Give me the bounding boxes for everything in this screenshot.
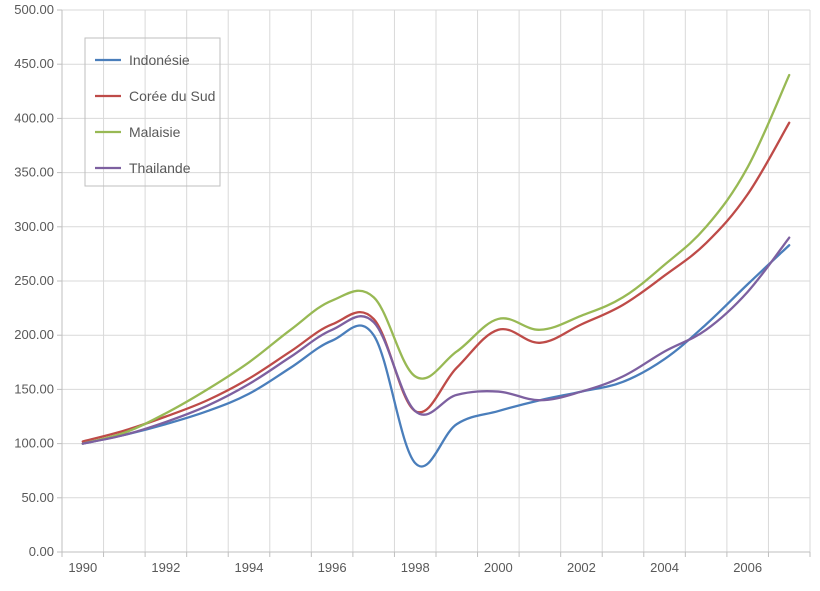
x-tick-label: 2004	[650, 560, 679, 575]
x-tick-label: 2002	[567, 560, 596, 575]
x-tick-label: 1996	[318, 560, 347, 575]
y-tick-label: 450.00	[14, 56, 54, 71]
legend-label: Thailande	[129, 160, 191, 176]
x-tick-label: 1990	[68, 560, 97, 575]
y-tick-label: 300.00	[14, 219, 54, 234]
y-tick-label: 50.00	[21, 490, 54, 505]
legend-label: Corée du Sud	[129, 88, 215, 104]
y-tick-label: 400.00	[14, 110, 54, 125]
chart-svg: 0.00 50.00 100.00 150.00 200.00 250.00 300.00 3…	[0, 0, 820, 591]
line-chart: 0.00 50.00 100.00 150.00 200.00 250.00 300.00 3…	[0, 0, 820, 591]
y-tick-label: 200.00	[14, 327, 54, 342]
legend-label: Indonésie	[129, 52, 190, 68]
y-tick-label: 250.00	[14, 273, 54, 288]
x-tick-label: 2000	[484, 560, 513, 575]
legend-label: Malaisie	[129, 124, 181, 140]
y-tick-label: 350.00	[14, 165, 54, 180]
y-tick-label: 100.00	[14, 436, 54, 451]
x-tick-label: 1998	[401, 560, 430, 575]
y-tick-label: 150.00	[14, 381, 54, 396]
x-tick-label: 2006	[733, 560, 762, 575]
chart-bg	[0, 0, 820, 591]
x-tick-label: 1992	[151, 560, 180, 575]
y-tick-label: 500.00	[14, 2, 54, 17]
x-tick-label: 1994	[235, 560, 264, 575]
y-tick-label: 0.00	[29, 544, 54, 559]
